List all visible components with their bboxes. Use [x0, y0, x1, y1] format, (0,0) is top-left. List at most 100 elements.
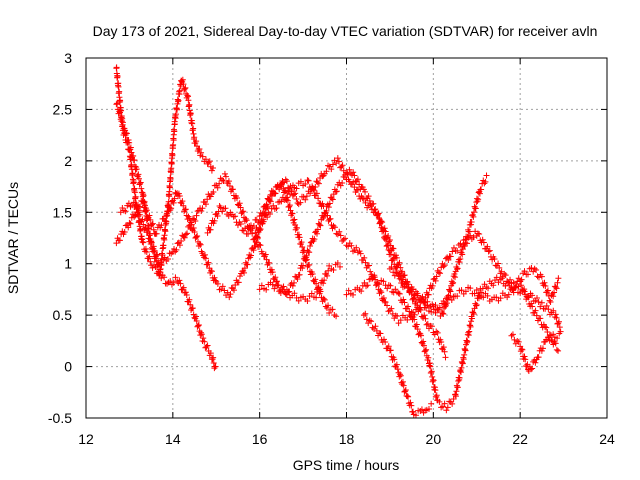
data-point [180, 284, 187, 291]
data-marks [113, 64, 564, 419]
data-point [388, 264, 395, 271]
data-point [260, 218, 267, 225]
data-point [484, 243, 491, 250]
data-point [418, 339, 425, 346]
data-point [473, 302, 480, 309]
data-point [170, 137, 177, 144]
y-tick-label: 1 [64, 256, 72, 272]
data-point [458, 287, 465, 294]
data-point [509, 331, 516, 338]
data-point [272, 274, 279, 281]
data-point [240, 227, 247, 234]
data-point [385, 308, 392, 315]
data-point [132, 193, 139, 200]
data-point [131, 189, 138, 196]
data-point [443, 300, 450, 307]
data-point [304, 177, 311, 184]
data-point [337, 232, 344, 239]
data-point [535, 354, 542, 361]
data-point [505, 291, 512, 298]
data-point [312, 276, 319, 283]
data-point [302, 196, 309, 203]
data-point [404, 316, 411, 323]
data-point [174, 106, 181, 113]
data-point [491, 256, 498, 263]
data-point [199, 153, 206, 160]
data-point [440, 263, 447, 270]
data-point [181, 206, 188, 213]
data-point [198, 149, 205, 156]
data-point [484, 292, 491, 299]
data-point [401, 299, 408, 306]
data-point [136, 211, 143, 218]
data-point [512, 284, 519, 291]
data-point [393, 254, 400, 261]
data-point [339, 179, 346, 186]
data-point [454, 384, 461, 391]
data-point [123, 130, 130, 137]
data-point [394, 366, 401, 373]
data-point [337, 182, 344, 189]
data-point [334, 231, 341, 238]
data-point [441, 348, 448, 355]
data-point [317, 286, 324, 293]
data-point [191, 229, 198, 236]
data-point [303, 252, 310, 259]
data-point [441, 262, 448, 269]
data-point [236, 273, 243, 280]
data-point [230, 213, 237, 220]
data-point [551, 289, 558, 296]
data-point [143, 207, 150, 214]
data-point [458, 364, 465, 371]
data-point [377, 330, 384, 337]
data-point [330, 222, 337, 229]
data-point [440, 297, 447, 304]
data-point [200, 335, 207, 342]
data-point [397, 372, 404, 379]
data-point [211, 217, 218, 224]
data-point [210, 359, 217, 366]
data-point [336, 228, 343, 235]
data-point [277, 289, 284, 296]
data-point [151, 247, 158, 254]
data-point [502, 272, 509, 279]
data-point [171, 128, 178, 135]
data-point [331, 224, 338, 231]
data-point [396, 270, 403, 277]
data-point [133, 166, 140, 173]
data-point [522, 356, 529, 363]
data-point [313, 280, 320, 287]
data-point [214, 213, 221, 220]
data-point [429, 282, 436, 289]
data-point [362, 188, 369, 195]
data-point [401, 272, 408, 279]
data-point [449, 400, 456, 407]
data-point [286, 202, 293, 209]
data-point [546, 297, 553, 304]
data-point [143, 248, 150, 255]
data-point [204, 196, 211, 203]
data-point [514, 338, 521, 345]
data-point [189, 305, 196, 312]
data-point [414, 326, 421, 333]
data-point [550, 293, 557, 300]
data-point [432, 277, 439, 284]
data-point [515, 338, 522, 345]
data-point [274, 282, 281, 289]
data-point [117, 109, 124, 116]
data-point [281, 187, 288, 194]
data-point [247, 252, 254, 259]
data-point [360, 186, 367, 193]
y-tick-label: 1.5 [53, 204, 73, 220]
data-point [538, 299, 545, 306]
data-point [210, 354, 217, 361]
data-point [113, 101, 120, 108]
data-point [519, 346, 526, 353]
data-point [135, 208, 142, 215]
data-point [528, 264, 535, 271]
data-point [366, 197, 373, 204]
data-point [532, 307, 539, 314]
data-point [195, 322, 202, 329]
data-point [453, 266, 460, 273]
